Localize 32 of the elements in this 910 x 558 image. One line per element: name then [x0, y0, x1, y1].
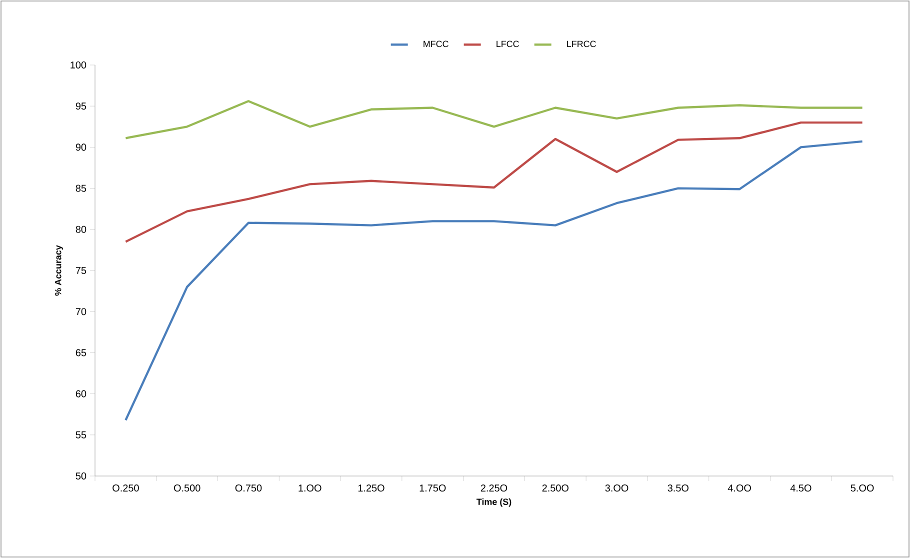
y-tick-label: 50 [76, 472, 86, 480]
y-tick-label: 90 [76, 144, 86, 151]
x-tick-label: 3.5O [668, 484, 688, 492]
line-series [124, 100, 864, 140]
legend-label: LFRCC [567, 40, 596, 48]
x-axis-title: Time (S) [476, 498, 512, 507]
y-tick-label: 85 [76, 184, 86, 192]
x-tick-label: O.500 [174, 484, 200, 492]
line-series [124, 121, 864, 243]
y-axis-title: % Accuracy [54, 245, 64, 296]
y-tick-label: 80 [76, 226, 86, 233]
x-tick-label: 2.25O [480, 484, 508, 492]
x-tick-label: 4.5O [790, 484, 812, 492]
x-tick-label: 4.OO [728, 484, 751, 492]
y-tick-label: 100 [70, 61, 86, 69]
x-tick-label: O.250 [112, 484, 139, 492]
y-tick-label: 55 [76, 431, 86, 438]
x-tick-label: 1.75O [420, 484, 446, 492]
legend-label: MFCC [424, 40, 448, 48]
x-tick-label: 5.OO [850, 484, 874, 492]
y-tick-label: 65 [76, 349, 86, 356]
x-tick-label: 1.25O [358, 484, 384, 492]
y-tick-label: 60 [76, 390, 86, 398]
y-tick-label: 70 [76, 308, 86, 316]
legend-label: LFCC [496, 40, 519, 48]
x-tick-label: 2.50O [542, 484, 568, 492]
x-tick-label: 1.OO [298, 484, 322, 492]
y-tick-label: 95 [76, 102, 86, 110]
x-tick-label: 3.OO [605, 484, 628, 492]
x-tick-label: O.750 [235, 484, 262, 492]
y-tick-label: 75 [76, 267, 86, 274]
line-series [124, 140, 864, 422]
